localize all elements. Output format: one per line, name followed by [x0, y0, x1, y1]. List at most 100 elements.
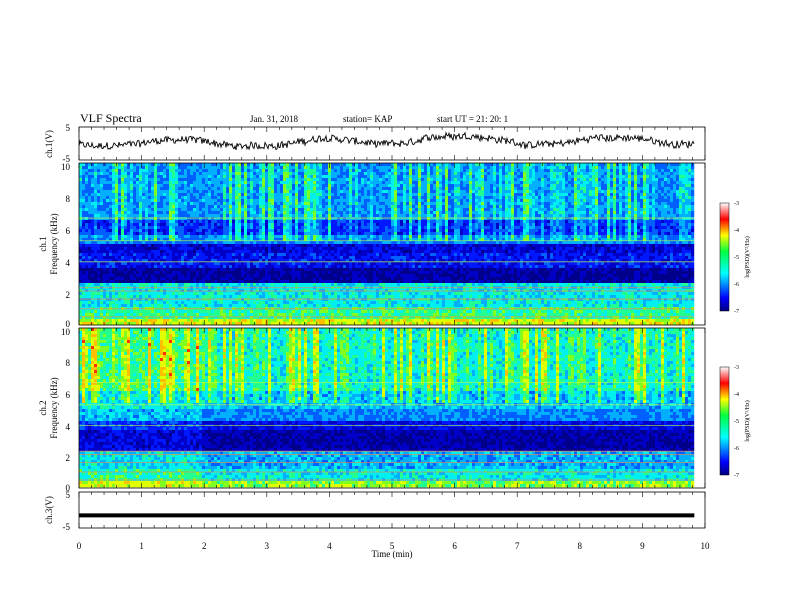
spectrogram-cell [298, 163, 301, 166]
spectrogram-cell [277, 226, 280, 229]
spectrogram-cell [214, 193, 217, 196]
spectrogram-cell [355, 184, 358, 187]
spectrogram-cell [496, 184, 499, 187]
spectrogram-cell [382, 205, 385, 208]
spectrogram-cell [358, 166, 361, 169]
spectrogram-cell [91, 202, 94, 205]
spectrogram-cell [100, 172, 103, 175]
spectrogram-cell [502, 208, 505, 211]
spectrogram-cell [511, 166, 514, 169]
spectrogram-cell [562, 187, 565, 190]
spectrogram-cell [514, 214, 517, 217]
spectrogram-cell [190, 232, 193, 235]
spectrogram-cell [424, 184, 427, 187]
spectrogram-cell [664, 169, 667, 172]
spectrogram-cell [397, 214, 400, 217]
spectrogram-cell [667, 172, 670, 175]
spectrogram-cell [91, 190, 94, 193]
spectrogram-cell [379, 217, 382, 220]
spectrogram-cell [673, 223, 676, 226]
spectrogram-cell [385, 220, 388, 223]
spectrogram-cell [670, 199, 673, 202]
spectrogram-cell [514, 187, 517, 190]
spectrogram-cell [235, 223, 238, 226]
spectrogram-cell [163, 181, 166, 184]
spectrogram-cell [673, 172, 676, 175]
spectrogram-cell [418, 184, 421, 187]
spectrogram-cell [163, 211, 166, 214]
spectrogram-cell [583, 214, 586, 217]
spectrogram-cell [85, 166, 88, 169]
spectrogram-cell [400, 178, 403, 181]
spectrogram-cell [199, 193, 202, 196]
spectrogram-cell [298, 175, 301, 178]
spectrogram-cell [136, 166, 139, 169]
spectrogram-cell [463, 229, 466, 232]
spectrogram-cell [142, 208, 145, 211]
spectrogram-cell [190, 187, 193, 190]
spectrogram-cell [301, 226, 304, 229]
spectrogram-cell [265, 208, 268, 211]
spectrogram-cell [115, 181, 118, 184]
spectrogram-cell [265, 187, 268, 190]
spectrogram-cell [445, 187, 448, 190]
spectrogram-cell [283, 166, 286, 169]
spectrogram-cell [436, 193, 439, 196]
spectrogram-cell [229, 199, 232, 202]
spectrogram-cell [301, 178, 304, 181]
spectrogram-cell [94, 196, 97, 199]
spectrogram-cell [670, 175, 673, 178]
spectrogram-cell [160, 217, 163, 220]
spectrogram-cell [478, 190, 481, 193]
spectrogram-cell [331, 193, 334, 196]
spectrogram-cell [613, 202, 616, 205]
spectrogram-cell [244, 187, 247, 190]
spectrogram-cell [445, 190, 448, 193]
spectrogram-cell [307, 169, 310, 172]
spectrogram-cell [616, 223, 619, 226]
spectrogram-cell [409, 226, 412, 229]
spectrogram-cell [559, 178, 562, 181]
spectrogram-cell [595, 193, 598, 196]
spectrogram-cell [88, 166, 91, 169]
spectrogram-cell [526, 175, 529, 178]
spectrogram-cell [280, 169, 283, 172]
spectrogram-cell [403, 169, 406, 172]
spectrogram-cell [226, 199, 229, 202]
spectrogram-cell [535, 181, 538, 184]
spectrogram-cell [619, 184, 622, 187]
spectrogram-cell [418, 226, 421, 229]
spectrogram-cell [472, 199, 475, 202]
spectrogram-cell [466, 169, 469, 172]
spectrogram-cell [370, 229, 373, 232]
spectrogram-cell [448, 208, 451, 211]
spectrogram-cell [247, 181, 250, 184]
spectrogram-cell [595, 208, 598, 211]
spectrogram-cell [322, 163, 325, 166]
spectrogram-cell [442, 226, 445, 229]
spectrogram-cell [502, 196, 505, 199]
spectrogram-cell [193, 172, 196, 175]
spectrogram-cell [430, 220, 433, 223]
spectrogram-cell [442, 232, 445, 235]
spectrogram-cell [580, 196, 583, 199]
spectrogram-cell [646, 190, 649, 193]
ch1-waveform-ylabel: ch.1(V) [44, 130, 54, 158]
spectrogram-cell [211, 211, 214, 214]
spectrogram-cell [421, 220, 424, 223]
spectrogram-cell [505, 163, 508, 166]
spectrogram-cell [325, 199, 328, 202]
spectrogram-cell [619, 211, 622, 214]
spectrogram-cell [493, 208, 496, 211]
spectrogram-cell [298, 184, 301, 187]
spectrogram-cell [502, 226, 505, 229]
spectrogram-cell [100, 223, 103, 226]
spectrogram-cell [223, 193, 226, 196]
spectrogram-cell [82, 202, 85, 205]
spectrogram-cell [244, 229, 247, 232]
spectrogram-cell [361, 202, 364, 205]
spectrogram-cell [391, 187, 394, 190]
spectrogram-cell [289, 184, 292, 187]
spectrogram-cell [574, 214, 577, 217]
spectrogram-cell [367, 223, 370, 226]
